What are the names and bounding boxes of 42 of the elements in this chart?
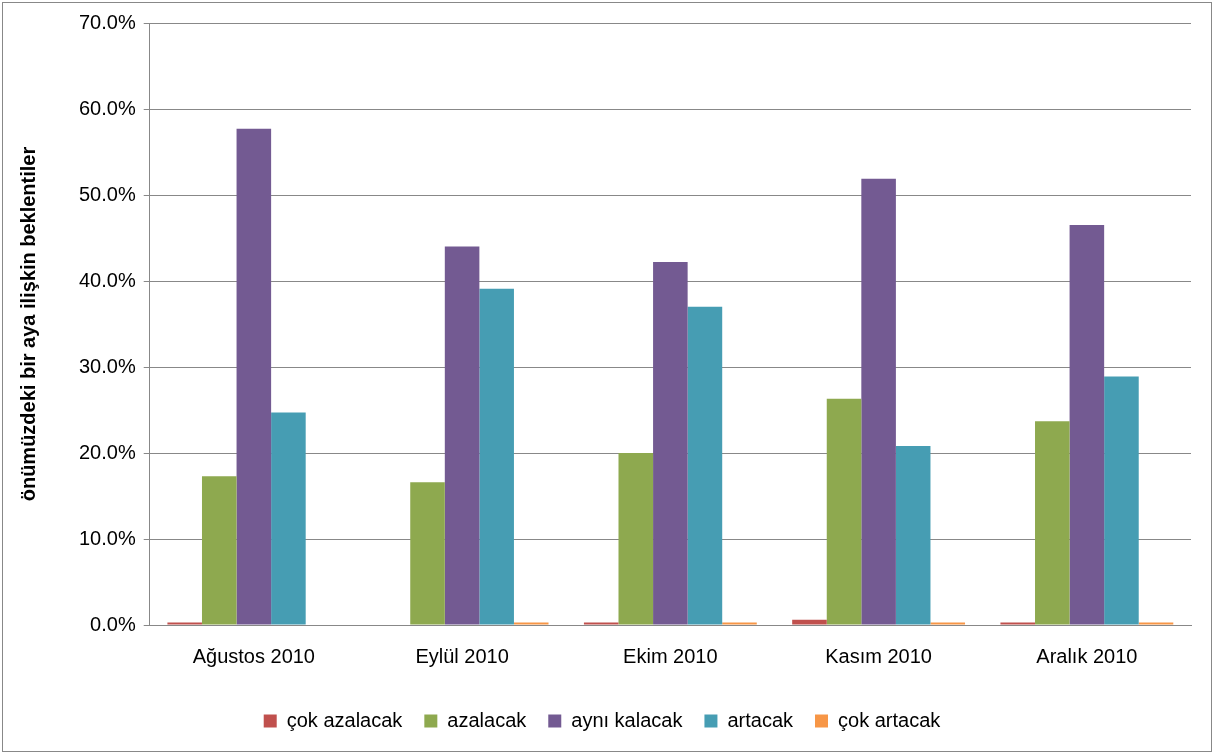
legend-label: artacak <box>727 708 795 731</box>
bar <box>236 128 272 625</box>
y-tick-label: 60.0% <box>78 96 136 119</box>
y-tick-label: 70.0% <box>78 10 136 33</box>
bar <box>895 446 931 625</box>
bar <box>1035 421 1070 625</box>
legend-label: aynı kalacak <box>571 708 684 731</box>
y-tick-label: 50.0% <box>78 182 136 205</box>
x-tick-label: Eylül 2010 <box>415 644 509 667</box>
bar <box>653 262 688 625</box>
y-tick-label: 0.0% <box>90 612 136 635</box>
bar <box>687 306 723 625</box>
bar <box>1000 622 1036 625</box>
x-tick-label: Kasım 2010 <box>825 644 932 667</box>
x-tick-label: Aralık 2010 <box>1036 644 1138 667</box>
bar <box>722 622 757 625</box>
legend-label: çok artacak <box>838 708 942 731</box>
x-tick-label: Ağustos 2010 <box>192 644 315 667</box>
legend-label: çok azalacak <box>286 708 404 731</box>
y-tick-label: 40.0% <box>78 268 136 291</box>
bar <box>1138 622 1174 625</box>
bar <box>271 412 306 625</box>
bar <box>618 453 654 625</box>
x-tick-label: Ekim 2010 <box>623 644 718 667</box>
bar <box>930 622 966 625</box>
bar <box>167 622 202 625</box>
y-tick-label: 30.0% <box>78 354 136 377</box>
bar <box>444 246 480 625</box>
bar <box>861 178 896 625</box>
y-axis-title: önümüzdeki bir aya ilişkin beklentiler <box>16 146 39 502</box>
bar <box>1104 376 1139 625</box>
bar <box>792 619 827 625</box>
bar <box>201 476 237 625</box>
y-tick-label: 10.0% <box>78 526 136 549</box>
bar <box>826 398 862 625</box>
bar <box>410 482 445 625</box>
y-tick-label: 20.0% <box>78 440 136 463</box>
bar <box>1069 225 1105 625</box>
bar <box>513 622 549 625</box>
bar <box>583 622 619 625</box>
legend-label: azalacak <box>447 708 528 731</box>
bar <box>479 288 514 625</box>
